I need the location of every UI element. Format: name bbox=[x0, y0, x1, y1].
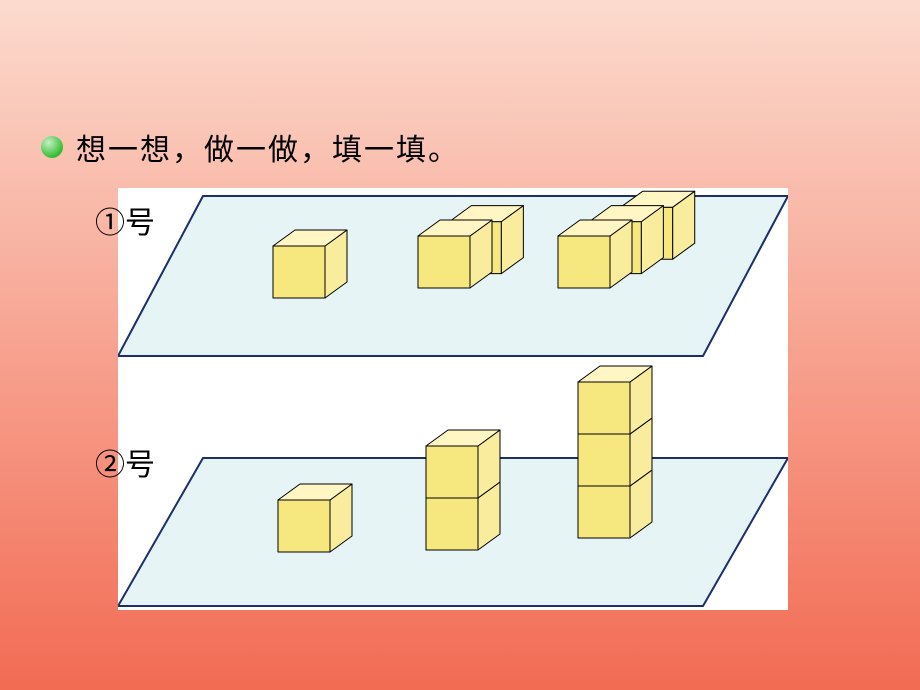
diagram-2-svg bbox=[118, 360, 788, 610]
page-root: 想一想，做一做，填一填。 ①号 ②号 bbox=[0, 0, 920, 690]
header-text: 想一想，做一做，填一填。 bbox=[76, 125, 460, 169]
diagram-1-svg bbox=[118, 188, 788, 360]
label-2: ②号 bbox=[95, 440, 155, 484]
diagram-2 bbox=[118, 360, 788, 610]
diagram-1 bbox=[118, 188, 788, 360]
bullet-icon bbox=[40, 135, 64, 159]
header: 想一想，做一做，填一填。 bbox=[40, 125, 460, 169]
label-1: ①号 bbox=[95, 198, 155, 242]
